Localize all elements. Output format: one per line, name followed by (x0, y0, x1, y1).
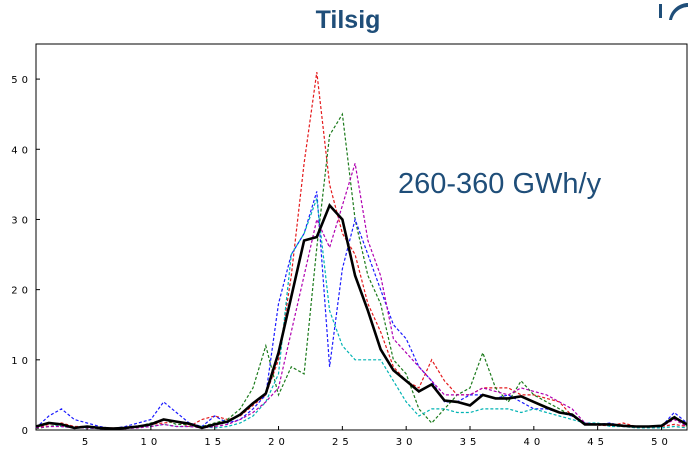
y-tick-label: 50 (11, 75, 32, 86)
chart-title: Tilsig (315, 6, 381, 34)
x-tick-label: 35 (460, 437, 481, 448)
x-tick-label: 45 (587, 437, 608, 448)
series-line-4 (35, 191, 688, 430)
y-tick-label: 40 (11, 145, 32, 156)
series-layer (35, 72, 688, 430)
x-tick-label: 10 (141, 437, 162, 448)
plot-frame (35, 43, 688, 431)
ticks-layer: 5 10 15 20 25 30 35 40 45 50 0 10 20 30 40 50 (11, 75, 672, 448)
x-tick-label: 30 (396, 437, 417, 448)
x-tick-label: 40 (523, 437, 544, 448)
y-tick-label: 10 (11, 356, 32, 367)
x-tick-label: 5 (82, 437, 92, 448)
logo-icon (659, 3, 688, 20)
series-line-3 (35, 112, 688, 430)
series-line-6 (35, 163, 688, 430)
x-tick-label: 15 (204, 437, 225, 448)
y-tick-label: 0 (22, 426, 32, 437)
x-tick-label: 25 (332, 437, 353, 448)
y-tick-label: 20 (11, 286, 32, 297)
series-line-5 (35, 198, 688, 430)
plot-border (35, 43, 688, 431)
y-tick-label: 30 (11, 215, 32, 226)
series-line-1 (35, 202, 688, 430)
chart-annotation: 260-360 GWh/y (398, 168, 602, 200)
x-tick-label: 50 (651, 437, 672, 448)
x-tick-label: 20 (268, 437, 289, 448)
series-line-2 (35, 72, 688, 430)
